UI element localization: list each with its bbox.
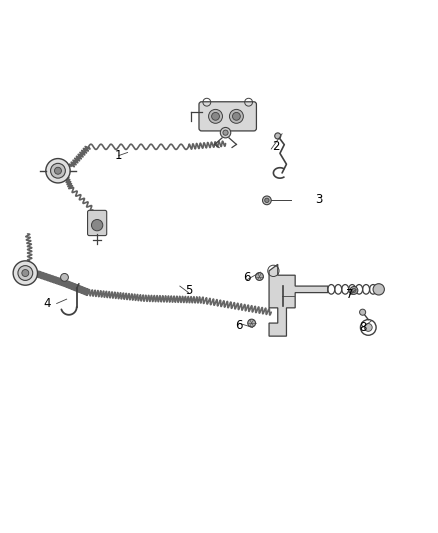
- Circle shape: [46, 158, 70, 183]
- Polygon shape: [269, 264, 328, 336]
- Text: 1: 1: [115, 149, 123, 162]
- Text: 7: 7: [346, 288, 353, 301]
- Circle shape: [54, 167, 61, 174]
- Circle shape: [208, 109, 223, 123]
- Circle shape: [18, 265, 33, 280]
- Text: 8: 8: [359, 321, 366, 334]
- Text: 3: 3: [315, 192, 323, 206]
- Circle shape: [13, 261, 38, 285]
- Text: 6: 6: [244, 271, 251, 284]
- Circle shape: [360, 309, 366, 315]
- Circle shape: [60, 273, 68, 281]
- Circle shape: [352, 288, 356, 293]
- Circle shape: [92, 220, 103, 231]
- Circle shape: [248, 319, 255, 327]
- Text: 6: 6: [235, 319, 242, 332]
- Circle shape: [350, 287, 358, 294]
- Text: 4: 4: [43, 297, 51, 310]
- Circle shape: [373, 284, 385, 295]
- Circle shape: [212, 112, 219, 120]
- Circle shape: [262, 196, 271, 205]
- Text: 5: 5: [185, 284, 192, 297]
- Circle shape: [255, 272, 263, 280]
- Circle shape: [265, 198, 269, 203]
- Circle shape: [50, 163, 65, 178]
- Text: 2: 2: [272, 140, 279, 154]
- Circle shape: [364, 324, 372, 332]
- FancyBboxPatch shape: [88, 211, 107, 236]
- Circle shape: [275, 133, 281, 139]
- Circle shape: [220, 127, 231, 138]
- Circle shape: [223, 130, 228, 135]
- FancyBboxPatch shape: [199, 102, 256, 131]
- Circle shape: [22, 270, 29, 277]
- Circle shape: [230, 109, 244, 123]
- Circle shape: [233, 112, 240, 120]
